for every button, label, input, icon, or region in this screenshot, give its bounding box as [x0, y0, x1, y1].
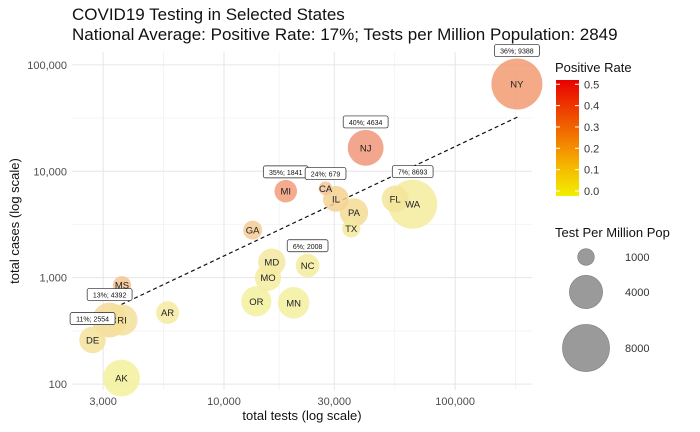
x-tick-label: 3,000: [89, 396, 117, 408]
point-ak: [103, 359, 140, 397]
point-state-label: FL: [390, 194, 401, 205]
annotation-text: 35%; 1841: [269, 170, 303, 177]
y-tick-label: 10,000: [33, 166, 67, 178]
x-axis-label: total tests (log scale): [242, 408, 361, 423]
point-tx: [342, 219, 361, 238]
x-tick-label: 30,000: [317, 396, 351, 408]
annotation-text: 40%; 4634: [349, 120, 383, 127]
chart-title: COVID19 Testing in Selected States: [72, 5, 345, 24]
trend-line-group: [121, 115, 520, 306]
x-tick-label: 10,000: [207, 396, 241, 408]
points: NYNJMICAILFLWAPATXGAMDNCMOMSORMNARDCRIDE…: [79, 58, 543, 397]
point-state-label: RI: [117, 316, 127, 327]
point-or: [241, 286, 272, 317]
point-state-label: AK: [115, 374, 128, 385]
legends: Positive Rate 0.0 0.1 0.2 0.3 0.4 0.5 Test Per …: [555, 60, 670, 372]
annotation-text: 36%; 9388: [500, 49, 534, 56]
color-legend-tick-label: 0.3: [584, 122, 599, 134]
color-bar: [556, 80, 579, 196]
color-legend-tick-label: 0.0: [584, 186, 599, 198]
annotation-text: 24%; 679: [311, 172, 341, 179]
point-state-label: DE: [86, 335, 99, 346]
point-state-label: PA: [348, 208, 361, 219]
point-state-label: WA: [405, 200, 421, 211]
annotation-text: 11%; 2554: [76, 317, 109, 324]
point-state-label: MI: [280, 187, 291, 198]
annotation-de: 11%; 2554: [69, 312, 116, 325]
point-state-label: GA: [246, 226, 260, 237]
size-legend-label: 1000: [625, 252, 649, 264]
trend-line: [121, 115, 520, 306]
x-tick-label: 100,000: [435, 396, 475, 408]
point-mi: [274, 179, 298, 203]
point-nc: [295, 253, 320, 278]
point-state-label: TX: [345, 224, 358, 235]
annotation-dc: 13%; 4392: [86, 288, 133, 301]
point-state-label: MN: [286, 298, 301, 309]
point-state-label: MO: [260, 273, 275, 284]
point-state-label: IL: [332, 194, 340, 205]
annotation-box: [494, 44, 540, 57]
color-legend-tick-label: 0.2: [584, 143, 599, 155]
annotation-nj: 40%; 4634: [342, 115, 389, 129]
point-state-label: AR: [161, 308, 174, 319]
annotation-text: 7%; 8693: [398, 170, 428, 177]
point-state-label: NC: [301, 261, 315, 272]
annotation-nc: 6%; 2008: [286, 239, 329, 253]
point-state-label: MD: [264, 258, 279, 269]
point-state-label: CA: [319, 184, 333, 195]
annotation-wa: 7%; 8693: [391, 165, 434, 179]
color-legend-tick-label: 0.5: [584, 79, 599, 91]
point-ri: [106, 304, 138, 336]
point-mo: [254, 264, 282, 291]
point-state-label: OR: [249, 297, 263, 308]
color-legend-tick-label: 0.4: [584, 101, 599, 113]
point-nj: [347, 129, 384, 166]
point-state-label: MS: [115, 281, 129, 292]
point-mn: [277, 287, 310, 319]
annotation-box: [69, 312, 116, 325]
annotation-ny: 36%; 9388: [494, 44, 540, 57]
size-legend-label: 4000: [625, 287, 649, 299]
point-ar: [156, 301, 180, 325]
color-legend-tick-label: 0.1: [584, 165, 599, 177]
annotation-box: [286, 239, 329, 253]
size-legend-title: Test Per Million Pop: [555, 225, 670, 240]
point-ga: [243, 220, 263, 240]
point-fl: [381, 185, 409, 213]
annotation-ca: 24%; 679: [304, 167, 347, 180]
point-ca: [318, 181, 333, 196]
annotation-mi: 35%; 1841: [262, 165, 309, 179]
y-tick-label: 1,000: [39, 273, 67, 285]
annotation-box: [86, 288, 133, 301]
axes: 3,000 10,000 30,000 100,000 100 1,000 10,000 10…: [7, 60, 475, 423]
y-axis-label: total cases (log scale): [7, 158, 22, 284]
y-tick-label: 100,000: [27, 60, 67, 72]
size-legend-circle: [577, 248, 595, 266]
color-legend-title: Positive Rate: [555, 60, 632, 75]
point-ny: [491, 58, 543, 110]
grid: [72, 52, 532, 390]
chart-subtitle: National Average: Positive Rate: 17%; Te…: [72, 25, 618, 44]
point-state-label: NJ: [360, 143, 372, 154]
point-state-label: NY: [510, 80, 524, 91]
annotation-box: [342, 115, 389, 129]
y-tick-label: 100: [49, 379, 67, 391]
annotation-text: 6%; 2008: [293, 244, 323, 251]
size-legend-circle: [569, 275, 603, 309]
point-de: [79, 326, 106, 354]
size-legend-circle: [562, 324, 610, 372]
annotation-text: 13%; 4392: [93, 293, 127, 300]
annotation-box: [391, 165, 434, 179]
annotation-box: [304, 167, 347, 180]
size-legend-label: 8000: [625, 343, 649, 355]
point-labels: 36%; 9388 40%; 4634 35%; 1841 24%; 679 7%; 8…: [69, 44, 540, 325]
